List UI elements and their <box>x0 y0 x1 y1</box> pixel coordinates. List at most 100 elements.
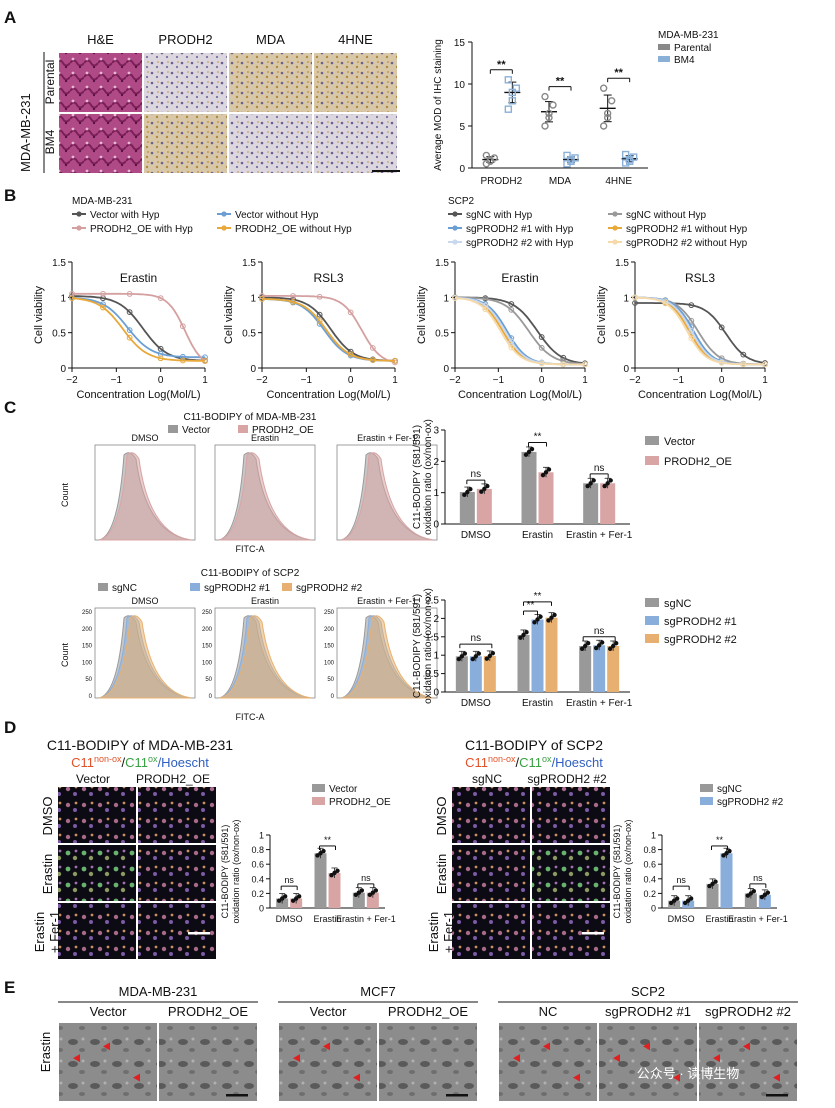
scale-bar <box>372 170 400 172</box>
x-tick-label: 0 <box>348 375 354 386</box>
data-point <box>100 304 106 311</box>
data-point <box>688 328 695 334</box>
data-point <box>487 653 493 659</box>
legend-label: sgPRODH2 #1 without Hyp <box>626 224 748 235</box>
bar <box>600 483 616 524</box>
data-point <box>508 97 517 105</box>
ihc-row-label: Parental <box>43 60 57 105</box>
histogram-y-tick: 200 <box>202 627 213 633</box>
data-point <box>688 896 694 901</box>
significance-label: ** <box>527 600 535 611</box>
x-tick-label: 0 <box>719 375 725 386</box>
y-tick-label: 0.4 <box>251 874 264 884</box>
data-point <box>571 154 579 162</box>
fluor-row-label: DMSO <box>434 797 449 836</box>
y-tick-label: 1 <box>250 293 256 304</box>
legend-swatch <box>645 616 659 625</box>
data-point <box>538 360 545 367</box>
data-point <box>179 323 186 330</box>
data-point <box>543 470 549 475</box>
legend-label: sgNC with Hyp <box>466 210 533 221</box>
ihc-image <box>314 53 397 112</box>
x-tick-label: DMSO <box>461 698 491 709</box>
em-image <box>699 1023 797 1101</box>
y-tick-label: 0.5 <box>435 329 449 340</box>
fluorescence-image <box>452 845 530 901</box>
fluor-row-label: Erastin <box>40 854 55 894</box>
histogram-y-tick: 100 <box>324 660 335 666</box>
mitochondria-arrow <box>353 1073 360 1082</box>
legend-title: MDA-MB-231 <box>72 196 133 207</box>
y-tick-label: 1 <box>443 293 449 304</box>
data-point <box>579 646 585 651</box>
panel-label-b: B <box>4 186 17 205</box>
em-image <box>59 1023 157 1101</box>
significance-label: ns <box>471 469 482 480</box>
ihc-col-header: 4HNE <box>338 32 373 47</box>
legend-label: sgPRODH2 #2 <box>717 797 784 808</box>
data-point <box>482 486 487 492</box>
data-point <box>713 879 718 884</box>
y-tick-label: 1 <box>623 293 629 304</box>
data-point <box>751 889 757 894</box>
data-point <box>69 295 75 302</box>
y-tick-label: 0.5 <box>242 329 256 340</box>
dose-response-curve <box>71 297 206 362</box>
legend-label: sgNC without Hyp <box>626 210 706 221</box>
data-point <box>610 643 616 649</box>
em-row-label: Erastin <box>38 1032 53 1072</box>
x-axis-label: Concentration Log(Mol/L) <box>638 389 762 401</box>
x-tick-label: 1 <box>762 375 768 386</box>
data-point <box>282 894 288 899</box>
legend-marker <box>76 225 82 231</box>
histogram-y-tick: 0 <box>89 694 93 700</box>
significance-label: ** <box>534 432 542 443</box>
data-point <box>462 492 467 498</box>
data-point <box>126 291 133 297</box>
data-point <box>157 355 164 362</box>
mitochondria-arrow <box>513 1054 520 1063</box>
bar <box>607 646 620 692</box>
em-col-header: NC <box>539 1004 558 1019</box>
y-axis-label: Cell viability <box>596 285 608 344</box>
legend-label: sgPRODH2 #1 <box>664 616 737 628</box>
scale-bar <box>188 932 210 935</box>
x-tick-label: −1 <box>493 375 505 386</box>
fluor-row-label: Erastin <box>32 912 47 952</box>
em-col-header: PRODH2_OE <box>168 1004 249 1019</box>
dose-response-curve <box>72 295 206 362</box>
y-tick-label: 2 <box>433 457 439 468</box>
y-tick-label: 0 <box>459 164 465 175</box>
bar <box>720 853 733 908</box>
y-tick-label: 2.5 <box>425 596 439 607</box>
mitochondria-arrow <box>543 1042 550 1051</box>
dose-response-curve <box>71 297 205 359</box>
y-tick-label: 1.5 <box>425 632 439 643</box>
legend-label: sgPRODH2 #2 without Hyp <box>626 238 748 249</box>
panel-label-d: D <box>4 718 17 737</box>
histogram-curve <box>98 452 192 541</box>
significance-label: ns <box>753 873 763 883</box>
legend-swatch <box>645 598 659 607</box>
ihc-image <box>314 114 397 173</box>
data-point <box>605 481 610 486</box>
data-point <box>538 344 545 351</box>
y-axis-label: C11-BODIPY (581/591) <box>412 425 423 529</box>
legend-swatch <box>238 425 248 433</box>
x-tick-label: DMSO <box>668 914 695 924</box>
bar <box>531 619 544 692</box>
legend-label: Vector <box>664 436 696 448</box>
legend-label: sgPRODH2 #2 <box>296 583 363 594</box>
mitochondria-arrow <box>573 1073 580 1082</box>
y-axis-label: C11-BODIPY (581/591) <box>412 594 423 698</box>
x-tick-label: Erastin + Fer-1 <box>566 698 633 709</box>
y-tick-label: 1.5 <box>435 258 449 269</box>
y-tick-label: 0.6 <box>251 860 264 870</box>
data-point <box>321 848 326 854</box>
data-point <box>596 643 602 648</box>
significance-label: ns <box>676 875 686 885</box>
y-tick-label: 1.5 <box>242 258 256 269</box>
mitochondria-arrow <box>673 1073 680 1082</box>
data-point <box>582 361 588 368</box>
legend-label: BM4 <box>674 55 695 66</box>
